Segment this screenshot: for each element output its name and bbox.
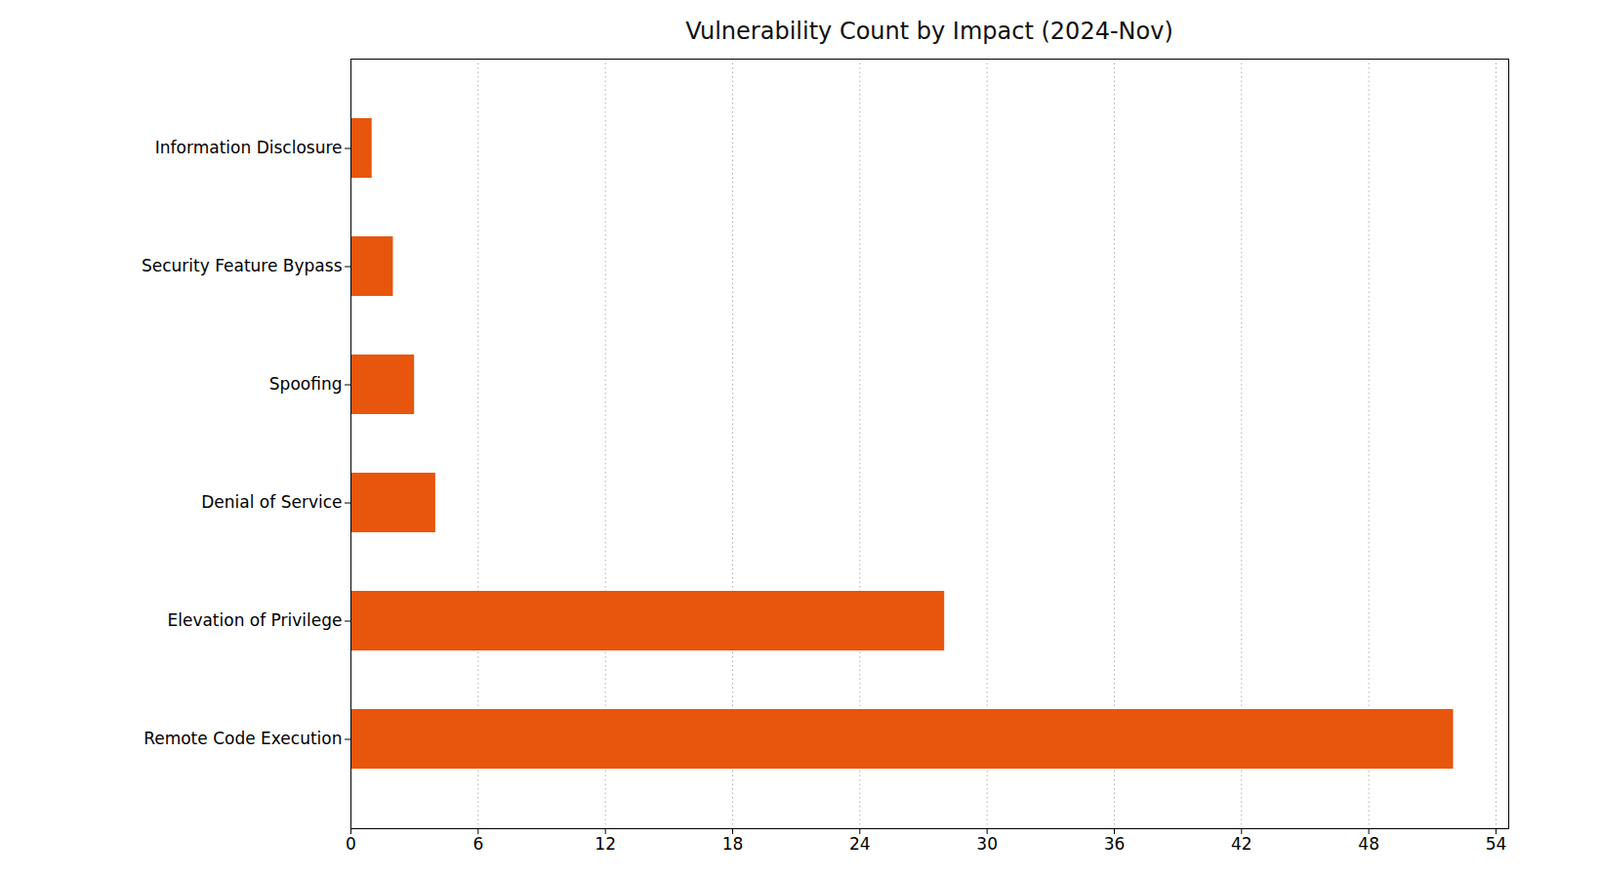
svg-text:12: 12 [594,833,616,854]
svg-text:Security Feature Bypass: Security Feature Bypass [141,255,343,276]
svg-text:Denial of Service: Denial of Service [201,492,342,512]
svg-text:6: 6 [472,833,484,854]
svg-text:48: 48 [1357,833,1380,854]
svg-text:Spoofing: Spoofing [269,373,343,394]
svg-text:36: 36 [1104,833,1126,854]
svg-text:0: 0 [345,833,357,854]
svg-text:42: 42 [1230,833,1253,854]
html-text:Vulnerability Count by Impact: Vulnerability Count by Impact (2024-Nov) [685,17,1174,45]
svg-text:Information Disclosure: Information Disclosure [155,137,343,158]
svg-text:24: 24 [849,833,871,854]
svg-text:Elevation of Privilege: Elevation of Privilege [166,610,342,630]
svg-text:30: 30 [976,833,998,854]
svg-text:18: 18 [722,833,744,854]
svg-text:Remote Code Execution: Remote Code Execution [143,728,342,748]
svg-text:54: 54 [1485,833,1508,854]
